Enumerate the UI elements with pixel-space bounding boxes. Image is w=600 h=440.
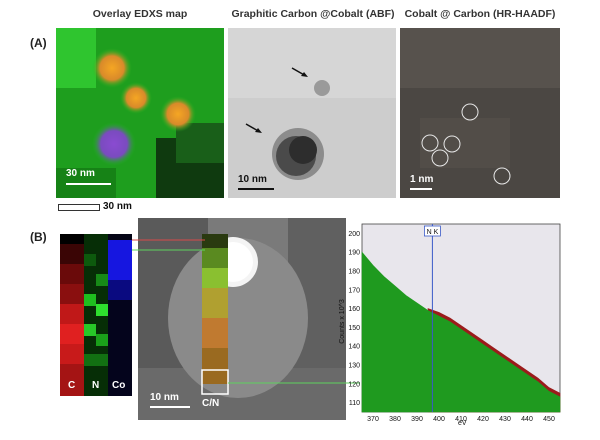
- y-tick-label: 120: [348, 381, 360, 388]
- x-axis-label: eV: [458, 420, 467, 427]
- abf-graphic: [228, 28, 396, 198]
- haadf-scale-label: 10 nm: [150, 392, 179, 403]
- eels-spectrum-svg: N K 370 380 390 400 410 420 430 440 450 110 120 13…: [348, 223, 561, 423]
- haadf-scalebar: [150, 406, 190, 408]
- x-tick-label: 400: [433, 416, 445, 423]
- haadf-title: Cobalt @ Carbon (HR-HAADF): [404, 8, 556, 20]
- series-green-area: [361, 251, 561, 413]
- element-maps-graphic: [60, 234, 132, 396]
- map-label-c: C: [68, 380, 76, 391]
- abf-title: Graphitic Carbon @Cobalt (ABF): [231, 8, 395, 20]
- x-tick-label: 420: [477, 416, 489, 423]
- panel-a-label: (A): [30, 36, 47, 50]
- panel-b-label: (B): [30, 230, 47, 244]
- y-tick-label: 140: [348, 344, 360, 351]
- edxs-title: Overlay EDXS map: [92, 8, 188, 20]
- hr-haadf-image: 1 nm: [400, 28, 560, 198]
- map-label-n: N: [92, 380, 100, 391]
- hr-haadf-graphic: [400, 28, 560, 198]
- n-k-marker-label: N K: [427, 229, 439, 236]
- hr-haadf-scalebar: [410, 188, 432, 190]
- element-maps: C N Co: [60, 234, 132, 396]
- abf-image: 10 nm: [228, 28, 396, 198]
- edxs-scale-outline: [58, 204, 100, 211]
- y-tick-label: 130: [348, 363, 360, 370]
- x-tick-label: 440: [521, 416, 533, 423]
- edxs-overlay-map: 30 nm: [56, 28, 224, 198]
- y-tick-label: 110: [349, 400, 360, 407]
- x-tick-label: 410: [455, 416, 467, 423]
- y-tick-label: 190: [348, 250, 360, 257]
- y-tick-label: 160: [348, 306, 360, 313]
- haadf-linescan-image: 10 nm C/N: [138, 218, 346, 420]
- y-tick-label: 150: [348, 325, 360, 332]
- x-tick-label: 380: [389, 416, 401, 423]
- x-tick-label: 430: [499, 416, 511, 423]
- edxs-scale-label: 30 nm: [66, 168, 95, 179]
- y-axis-label: Counts x 10^3: [338, 299, 346, 344]
- edxs-overlay-graphic: [56, 28, 224, 198]
- n-k-marker-box: [424, 225, 441, 237]
- y-tick-label: 170: [348, 287, 360, 294]
- x-tick-label: 390: [411, 416, 423, 423]
- edxs-scale-label-below: 30 nm: [103, 201, 132, 212]
- x-tick-label: 450: [543, 416, 555, 423]
- edxs-scalebar: [66, 183, 111, 185]
- y-tick-label: 180: [348, 269, 360, 276]
- y-tick-label: 200: [348, 231, 360, 238]
- eels-spectrum-chart: N K 370 380 390 400 410 420 430 440 450 110 120 13…: [338, 218, 566, 430]
- x-tick-label: 370: [367, 416, 379, 423]
- map-label-co: Co: [112, 380, 126, 391]
- haadf-linescan-graphic: [138, 218, 346, 420]
- abf-scale-label: 10 nm: [238, 174, 267, 185]
- abf-scalebar: [238, 188, 274, 190]
- hr-haadf-scale-label: 1 nm: [410, 174, 434, 185]
- linescan-label: C/N: [202, 398, 220, 409]
